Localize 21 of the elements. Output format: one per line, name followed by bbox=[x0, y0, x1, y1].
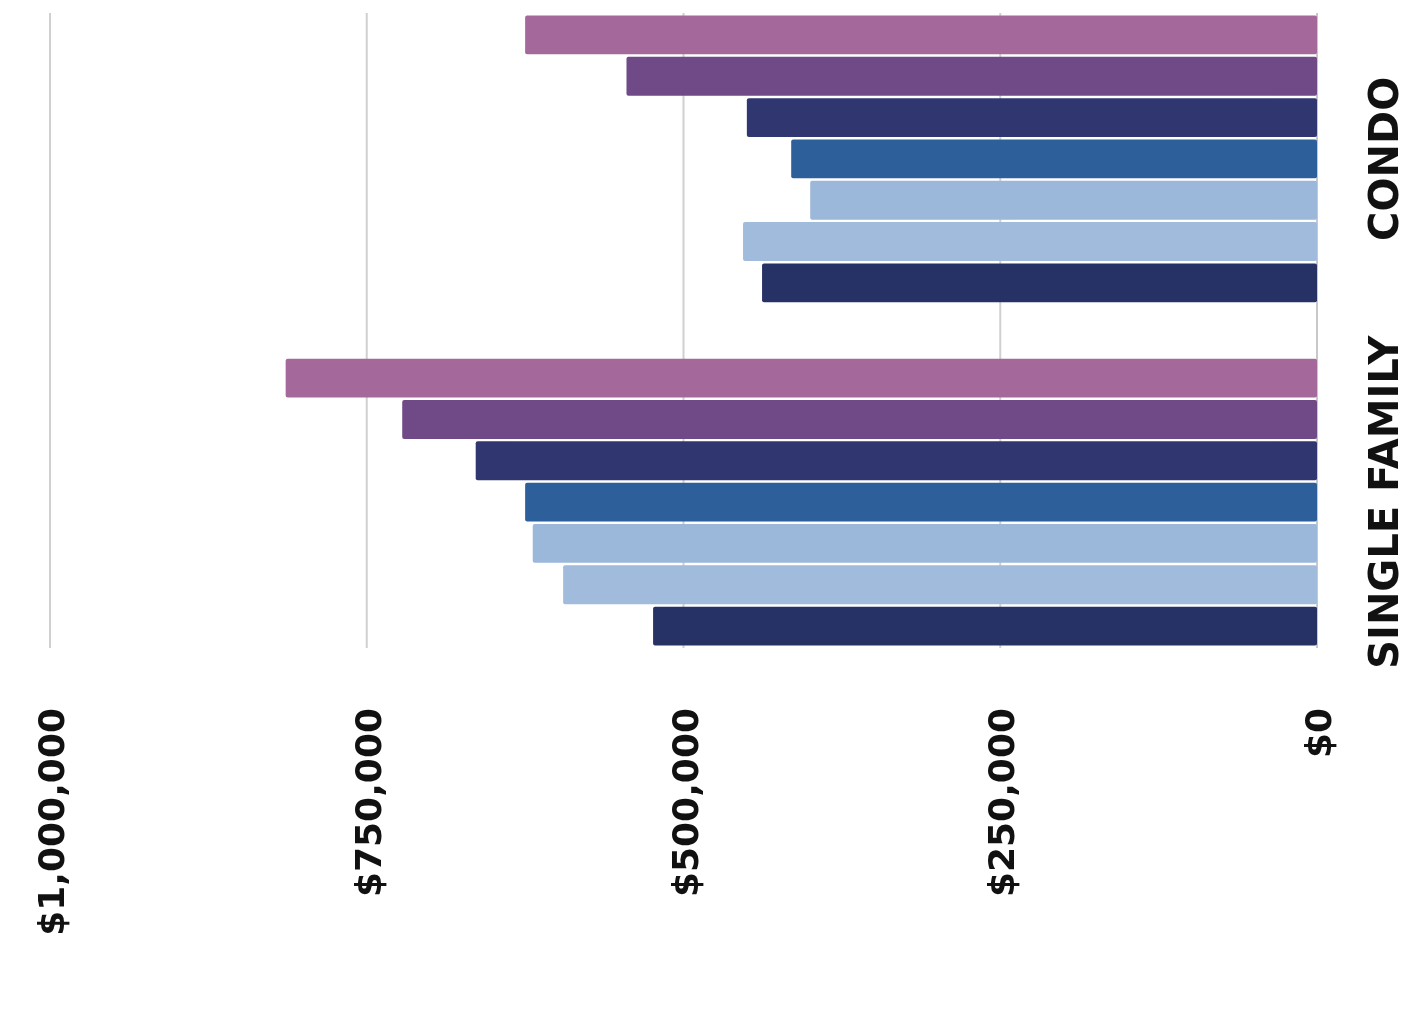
bar bbox=[532, 524, 1317, 563]
x-tick-label: $500,000 bbox=[664, 708, 706, 898]
bar bbox=[525, 15, 1317, 55]
bar bbox=[762, 263, 1317, 303]
bar bbox=[743, 222, 1317, 261]
y-tick-label: SINGLE FAMILY bbox=[1361, 334, 1405, 669]
bar bbox=[746, 98, 1317, 137]
x-tick-label: $1,000,000 bbox=[31, 708, 72, 936]
x-tick-label: $0 bbox=[1298, 708, 1339, 759]
bar bbox=[525, 482, 1317, 522]
bar bbox=[285, 358, 1317, 398]
x-tick-label: $750,000 bbox=[347, 708, 389, 898]
x-tick-label: $250,000 bbox=[981, 708, 1023, 898]
bar bbox=[626, 56, 1317, 96]
bar bbox=[653, 606, 1317, 646]
bar bbox=[791, 139, 1317, 179]
bar bbox=[402, 400, 1317, 439]
y-tick-label: CONDO bbox=[1361, 76, 1405, 241]
bar bbox=[563, 565, 1317, 605]
bar bbox=[475, 441, 1317, 481]
bar bbox=[810, 180, 1317, 220]
